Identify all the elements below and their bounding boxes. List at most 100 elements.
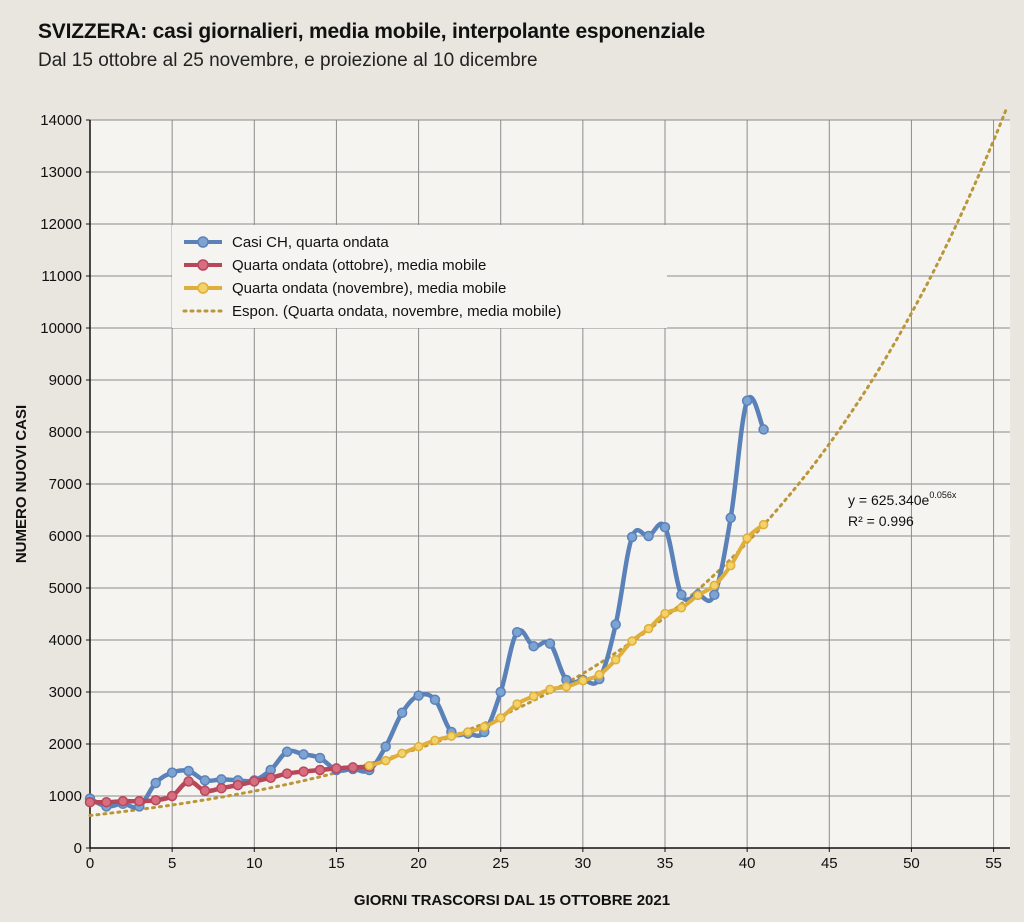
- data-point-series-2: [314, 764, 326, 776]
- data-point-series-3: [413, 741, 424, 752]
- x-tick-label: 50: [903, 855, 920, 872]
- data-point-series-2: [84, 796, 96, 808]
- data-point-series-1: [183, 765, 194, 777]
- x-tick-label: 45: [821, 855, 838, 872]
- legend: Casi CH, quarta ondata Quarta ondata (ott…: [172, 225, 667, 328]
- data-point-series-3: [709, 580, 720, 591]
- x-axis-title: GIORNI TRASCORSI DAL 15 OTTOBRE 2021: [354, 892, 670, 909]
- chart-subtitle: Dal 15 ottobre al 25 novembre, e proiezi…: [38, 50, 538, 71]
- data-point-series-3: [627, 636, 637, 646]
- data-point-series-2: [183, 776, 194, 787]
- data-point-series-1: [643, 530, 654, 542]
- x-tick-label: 40: [739, 855, 756, 872]
- data-point-series-3: [364, 761, 375, 771]
- data-point-series-3: [643, 623, 654, 634]
- data-point-series-3: [512, 699, 522, 709]
- data-point-series-1: [150, 777, 161, 789]
- y-tick-label: 5000: [49, 580, 82, 597]
- data-point-series-3: [610, 655, 621, 665]
- y-tick-label: 14000: [40, 112, 82, 129]
- x-tick-label: 35: [657, 855, 674, 872]
- data-point-series-2: [265, 772, 276, 784]
- data-point-series-1: [741, 395, 753, 407]
- data-point-series-3: [660, 608, 670, 619]
- x-tick-label: 25: [492, 855, 509, 872]
- legend-label: Quarta ondata (ottobre), media mobile: [232, 257, 486, 274]
- data-point-series-1: [298, 749, 309, 760]
- y-tick-label: 1000: [49, 788, 82, 805]
- data-point-series-1: [725, 512, 736, 524]
- data-point-series-3: [676, 603, 687, 613]
- r-squared: R² = 0.996: [848, 513, 914, 529]
- y-tick-label: 9000: [49, 372, 82, 389]
- legend-label: Quarta ondata (novembre), media mobile: [232, 280, 506, 297]
- equation-exponent: 0.056x: [929, 490, 957, 500]
- data-point-series-1: [544, 638, 556, 649]
- svg-text:y = 625.340e0.056x: y = 625.340e0.056x: [848, 490, 957, 508]
- data-point-series-3: [446, 731, 457, 741]
- equation-annotation: y = 625.340e0.056x R² = 0.996: [848, 490, 957, 529]
- data-point-series-3: [463, 727, 473, 737]
- y-tick-label: 13000: [40, 164, 82, 181]
- chart-title: SVIZZERA: casi giornalieri, media mobile…: [38, 20, 705, 43]
- data-point-series-2: [150, 794, 161, 806]
- data-point-series-3: [397, 748, 407, 759]
- data-point-series-2: [117, 795, 129, 807]
- legend-marker: [197, 259, 209, 271]
- legend-marker: [197, 282, 209, 294]
- y-tick-label: 12000: [40, 216, 82, 233]
- y-tick-label: 4000: [49, 632, 82, 649]
- y-tick-label: 11000: [41, 268, 82, 285]
- y-tick-label: 7000: [49, 476, 82, 493]
- axes: 0100020003000400050006000700080009000100…: [13, 112, 1010, 909]
- data-point-series-2: [281, 768, 293, 779]
- data-point-series-2: [134, 795, 145, 807]
- y-tick-label: 2000: [49, 736, 82, 753]
- x-tick-label: 10: [246, 855, 263, 872]
- data-point-series-1: [758, 424, 769, 435]
- data-point-series-3: [725, 560, 736, 571]
- y-tick-label: 0: [74, 840, 82, 857]
- data-point-series-2: [216, 782, 227, 794]
- data-point-series-2: [101, 796, 112, 808]
- data-point-series-1: [626, 531, 638, 543]
- data-point-series-2: [166, 790, 178, 802]
- data-point-series-3: [545, 684, 555, 695]
- data-point-series-3: [495, 713, 506, 723]
- data-point-series-3: [742, 533, 752, 543]
- data-point-series-1: [429, 694, 441, 706]
- data-point-series-2: [232, 779, 244, 791]
- x-tick-label: 20: [410, 855, 427, 872]
- series-layer: [84, 108, 1008, 817]
- y-axis-title: NUMERO NUOVI CASI: [13, 405, 30, 563]
- data-point-series-1: [166, 767, 178, 778]
- data-point-series-1: [511, 626, 523, 638]
- data-point-series-1: [528, 640, 539, 652]
- y-tick-label: 8000: [49, 424, 82, 441]
- equation-prefix: y = 625.340e: [848, 492, 930, 508]
- data-point-series-3: [693, 590, 703, 601]
- y-tick-label: 6000: [49, 528, 82, 545]
- data-point-series-1: [413, 690, 424, 701]
- x-tick-label: 30: [575, 855, 592, 872]
- data-point-series-2: [249, 776, 260, 787]
- data-point-series-3: [380, 755, 391, 766]
- data-point-series-2: [331, 763, 342, 774]
- y-tick-label: 10000: [40, 320, 82, 337]
- data-point-series-3: [578, 675, 588, 686]
- legend-marker: [197, 236, 209, 248]
- data-point-series-2: [199, 785, 211, 797]
- x-tick-label: 55: [985, 855, 1002, 872]
- data-point-series-3: [528, 691, 539, 701]
- data-point-series-1: [676, 589, 687, 601]
- data-point-series-1: [314, 752, 326, 764]
- data-point-series-1: [659, 521, 671, 533]
- data-point-series-2: [298, 766, 309, 777]
- data-point-series-1: [380, 741, 391, 752]
- data-point-series-3: [758, 519, 769, 530]
- data-point-series-3: [561, 682, 572, 692]
- x-tick-label: 15: [328, 855, 345, 872]
- data-point-series-2: [347, 762, 359, 773]
- data-point-series-1: [396, 707, 408, 719]
